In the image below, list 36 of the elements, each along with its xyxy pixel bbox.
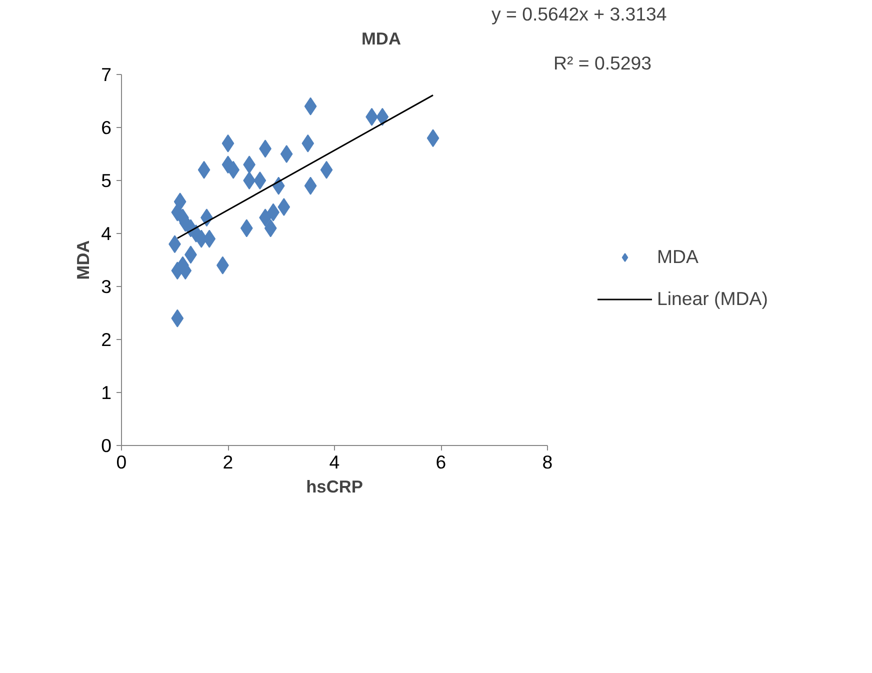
point	[203, 230, 216, 248]
x-tick-label: 0	[116, 452, 127, 472]
y-tick-label: 7	[101, 64, 112, 85]
text: y = 0.5642x + 3.3134	[492, 4, 667, 24]
y-tick-label: 0	[101, 435, 112, 456]
point	[426, 129, 440, 148]
x-tick-label: 6	[436, 452, 446, 472]
point	[171, 309, 184, 328]
point	[264, 219, 277, 238]
point	[222, 134, 234, 152]
y-axis-title: MDA	[73, 240, 94, 280]
text: R² = 0.5293	[554, 52, 652, 74]
legend-label: MDA	[657, 246, 698, 268]
legend-label: Linear (MDA)	[657, 288, 768, 310]
point	[320, 160, 333, 179]
point	[302, 134, 314, 152]
y-tick-label: 4	[101, 223, 112, 244]
point	[174, 192, 186, 211]
point	[254, 172, 266, 190]
x-tick-label: 4	[329, 452, 340, 472]
point	[240, 219, 253, 238]
x-tick-label: 2	[222, 452, 234, 472]
y-tick-label: 3	[101, 276, 112, 297]
y-tick-label: 6	[101, 117, 112, 138]
x-axis-title: hsCRP	[306, 476, 363, 496]
point	[278, 198, 290, 216]
y-tick-label: 5	[101, 170, 112, 191]
x-tick-label: 8	[542, 452, 553, 472]
point	[304, 97, 317, 116]
chart-title: MDA	[362, 28, 402, 48]
y-tick-label: 1	[101, 382, 112, 403]
point	[198, 160, 210, 179]
point	[304, 176, 317, 195]
point	[376, 108, 389, 126]
y-tick-label: 2	[101, 329, 112, 350]
point	[280, 145, 293, 163]
